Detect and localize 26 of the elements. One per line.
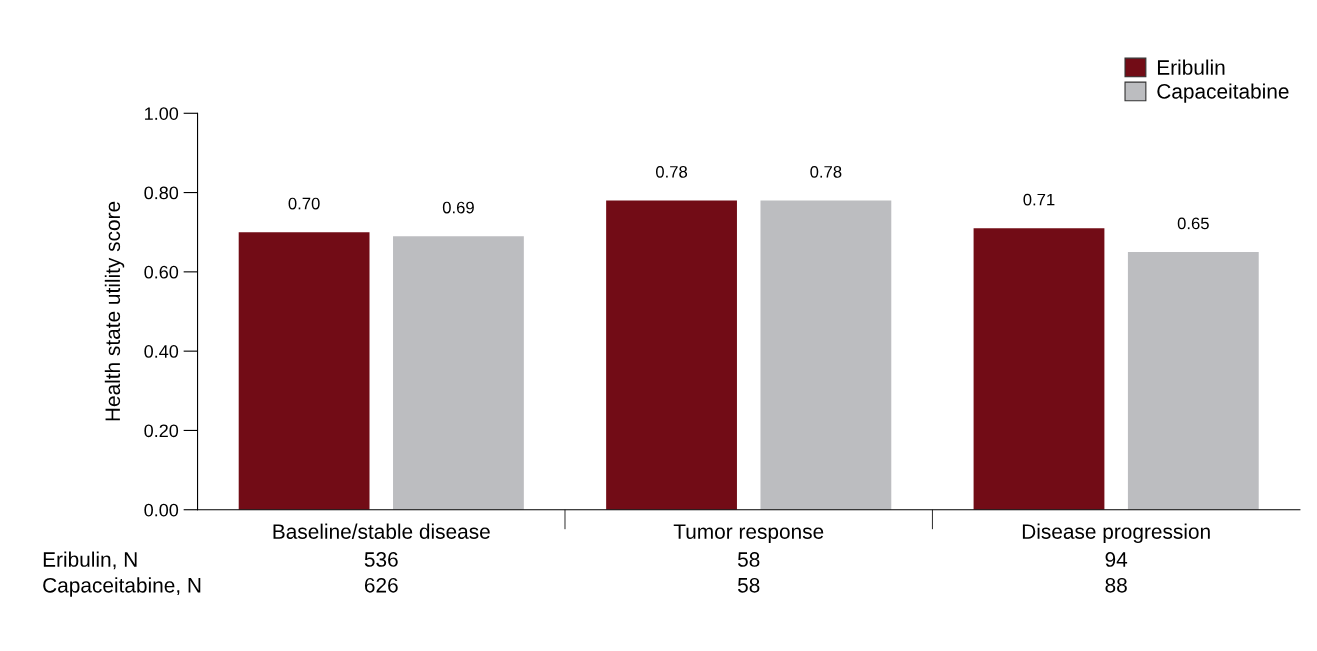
- x-tick-label: Baseline/stable disease: [273, 523, 490, 539]
- y-tick-label: 0.20: [144, 424, 179, 438]
- data-label: 0.69: [442, 201, 474, 214]
- y-axis-title: Health state utility score: [104, 201, 125, 421]
- data-label: 0.78: [810, 165, 842, 178]
- text: 626: [364, 577, 398, 593]
- y-tick-label: 0.40: [144, 345, 179, 358]
- text: 58: [737, 577, 760, 593]
- data-label: 0.65: [1177, 217, 1209, 230]
- y-tick-label: 0.80: [144, 186, 179, 200]
- data-label: 0.70: [288, 197, 320, 210]
- text: Capaceitabine, N: [43, 577, 201, 597]
- text: 536: [364, 552, 398, 567]
- x-tick-label: Tumor response: [673, 524, 824, 544]
- y-tick-label: 1.00: [145, 107, 179, 120]
- data-label: 0.78: [655, 165, 688, 178]
- legend-label: Eribulin: [1157, 59, 1225, 75]
- text: 88: [1105, 577, 1127, 593]
- text: Eribulin, N: [43, 551, 137, 570]
- y-tick-label: 0.60: [144, 265, 179, 279]
- x-tick-label: Disease progression: [1022, 523, 1210, 544]
- y-tick-label: 0.00: [144, 503, 179, 517]
- data-label: 0.71: [1023, 193, 1055, 206]
- text: 58: [737, 552, 760, 567]
- legend-label: Capaceitabine: [1157, 83, 1289, 103]
- text: 94: [1105, 552, 1128, 567]
